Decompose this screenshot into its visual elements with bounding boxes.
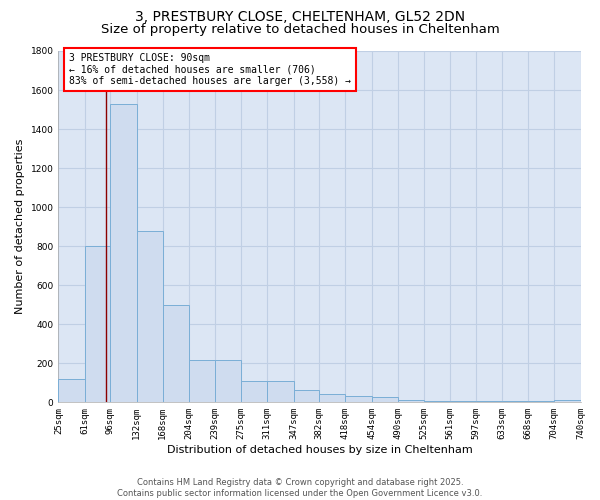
Bar bbox=[398, 400, 424, 402]
Bar bbox=[163, 304, 189, 402]
Bar bbox=[215, 360, 241, 403]
Bar bbox=[319, 394, 346, 402]
Bar bbox=[346, 396, 371, 402]
Y-axis label: Number of detached properties: Number of detached properties bbox=[15, 139, 25, 314]
Bar bbox=[137, 230, 163, 402]
Bar bbox=[293, 390, 319, 402]
Bar bbox=[189, 360, 215, 403]
Bar bbox=[241, 381, 267, 402]
Bar bbox=[110, 104, 137, 403]
Text: 3, PRESTBURY CLOSE, CHELTENHAM, GL52 2DN: 3, PRESTBURY CLOSE, CHELTENHAM, GL52 2DN bbox=[135, 10, 465, 24]
Text: Size of property relative to detached houses in Cheltenham: Size of property relative to detached ho… bbox=[101, 22, 499, 36]
Text: Contains HM Land Registry data © Crown copyright and database right 2025.
Contai: Contains HM Land Registry data © Crown c… bbox=[118, 478, 482, 498]
Bar bbox=[58, 379, 85, 402]
X-axis label: Distribution of detached houses by size in Cheltenham: Distribution of detached houses by size … bbox=[167, 445, 472, 455]
Bar bbox=[554, 400, 581, 402]
Bar bbox=[85, 246, 110, 402]
Bar bbox=[267, 381, 293, 402]
Text: 3 PRESTBURY CLOSE: 90sqm
← 16% of detached houses are smaller (706)
83% of semi-: 3 PRESTBURY CLOSE: 90sqm ← 16% of detach… bbox=[69, 53, 351, 86]
Bar bbox=[371, 398, 398, 402]
